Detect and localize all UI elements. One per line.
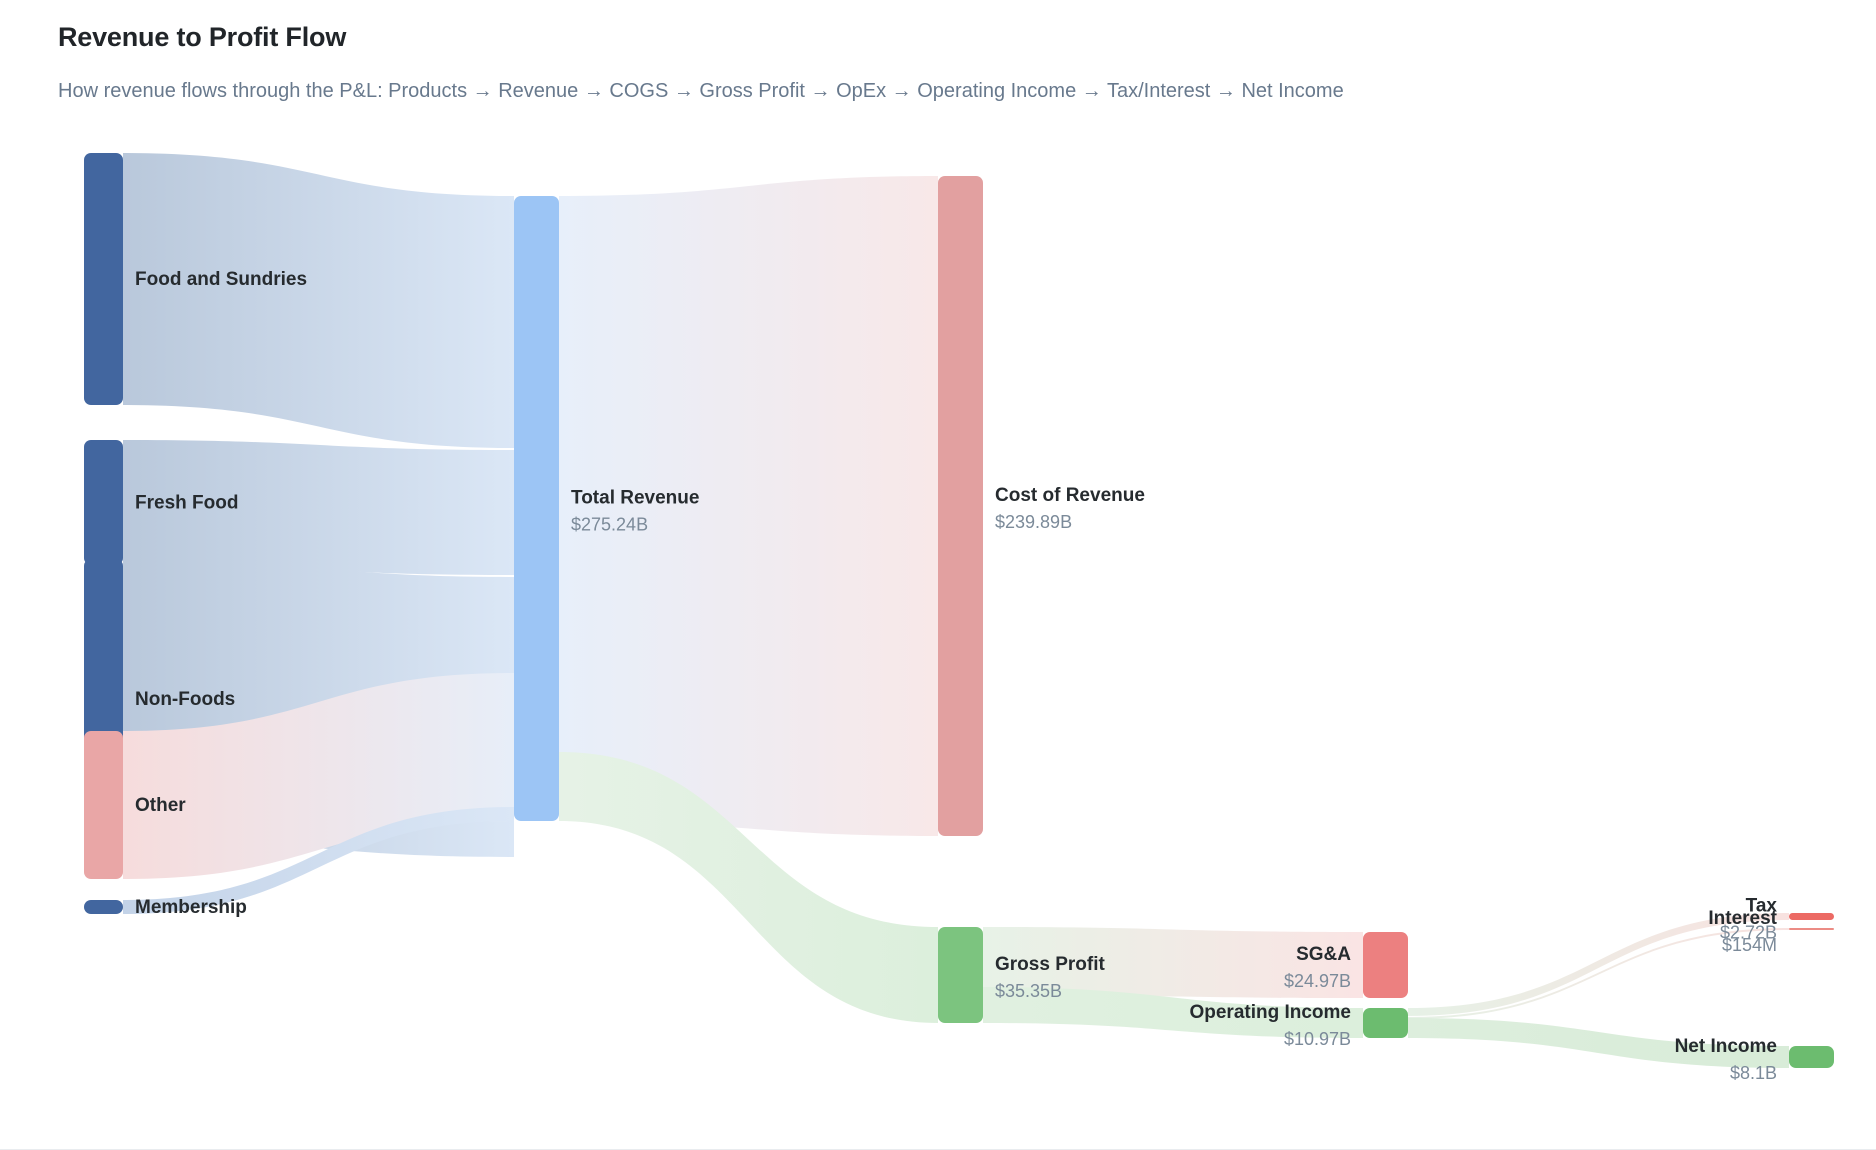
sankey-node-fresh_food[interactable]	[84, 440, 123, 565]
node-label-other: Other	[135, 795, 186, 816]
sankey-node-other[interactable]	[84, 731, 123, 879]
sankey-link-food_and_sundries-to-total_revenue[interactable]	[123, 153, 514, 448]
sankey-diagram: Food and Sundries Fresh Food Non-Foods Othe…	[84, 153, 1834, 1083]
sankey-link-operating_income-to-interest[interactable]	[1408, 928, 1789, 1019]
node-label-non_foods: Non-Foods	[135, 689, 235, 710]
node-label-tax: Tax	[1746, 896, 1778, 917]
sankey-nodes-group	[84, 153, 1834, 1068]
sankey-links-group	[123, 153, 1789, 1068]
sankey-node-gross_profit[interactable]	[938, 927, 983, 1023]
sankey-node-food_and_sundries[interactable]	[84, 153, 123, 405]
sankey-link-total_revenue-to-cost_of_revenue[interactable]	[559, 176, 938, 836]
node-value-gross_profit: $35.35B	[995, 981, 1062, 1001]
page-title: Revenue to Profit Flow	[58, 22, 347, 52]
node-value-cost_of_revenue: $239.89B	[995, 512, 1072, 532]
node-value-operating_income: $10.97B	[1284, 1029, 1351, 1049]
node-label-cost_of_revenue: Cost of Revenue	[995, 485, 1145, 506]
sankey-node-net_income[interactable]	[1789, 1046, 1834, 1068]
sankey-link-gross_profit-to-operating_income[interactable]	[983, 987, 1363, 1038]
node-label-gross_profit: Gross Profit	[995, 954, 1105, 975]
node-label-interest: Interest	[1708, 908, 1777, 929]
sankey-link-fresh_food-to-total_revenue[interactable]	[123, 440, 514, 575]
sankey-link-operating_income-to-net_income[interactable]	[1408, 1018, 1789, 1068]
node-label-membership: Membership	[135, 897, 247, 918]
sankey-node-cost_of_revenue[interactable]	[938, 176, 983, 836]
node-value-sgna: $24.97B	[1284, 971, 1351, 991]
node-value-tax: $2.72B	[1720, 923, 1777, 943]
sankey-link-membership-to-total_revenue[interactable]	[123, 807, 514, 914]
node-label-total_revenue: Total Revenue	[571, 488, 699, 509]
sankey-link-operating_income-to-tax[interactable]	[1408, 913, 1789, 1016]
sankey-link-gross_profit-to-sgna[interactable]	[983, 927, 1363, 998]
sankey-node-total_revenue[interactable]	[514, 196, 559, 821]
sankey-node-interest[interactable]	[1789, 928, 1834, 930]
sankey-node-membership[interactable]	[84, 900, 123, 914]
node-label-fresh_food: Fresh Food	[135, 493, 238, 514]
node-label-operating_income: Operating Income	[1189, 1002, 1351, 1023]
node-label-food_and_sundries: Food and Sundries	[135, 269, 307, 290]
node-value-net_income: $8.1B	[1730, 1063, 1777, 1083]
sankey-link-total_revenue-to-gross_profit[interactable]	[559, 752, 938, 1023]
sankey-labels-group: Food and Sundries Fresh Food Non-Foods Othe…	[135, 269, 1778, 1083]
sankey-link-other-to-total_revenue[interactable]	[123, 673, 514, 879]
node-label-net_income: Net Income	[1675, 1036, 1777, 1057]
node-value-total_revenue: $275.24B	[571, 515, 648, 535]
sankey-node-operating_income[interactable]	[1363, 1008, 1408, 1038]
node-value-interest: $154M	[1722, 935, 1777, 955]
sankey-node-tax[interactable]	[1789, 913, 1834, 920]
sankey-node-sgna[interactable]	[1363, 932, 1408, 998]
node-label-sgna: SG&A	[1296, 944, 1351, 965]
chart-subtitle: How revenue flows through the P&L: Produ…	[58, 80, 1344, 102]
